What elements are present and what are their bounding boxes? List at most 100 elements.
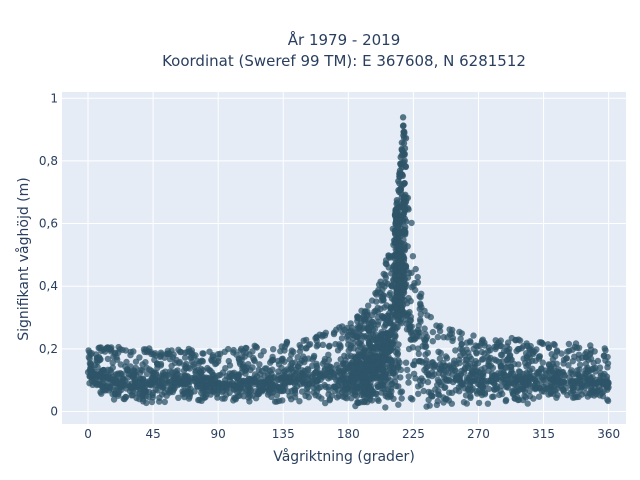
data-point <box>460 399 468 406</box>
data-point <box>364 311 371 318</box>
data-point <box>395 264 402 271</box>
data-point <box>110 386 118 394</box>
data-point <box>583 382 590 389</box>
data-point <box>305 367 312 374</box>
data-point <box>222 365 229 372</box>
data-point <box>97 356 104 363</box>
x-tick-label: 180 <box>337 427 360 441</box>
data-point <box>380 314 387 321</box>
data-point <box>315 384 322 392</box>
data-point <box>230 349 237 356</box>
data-point <box>315 393 322 400</box>
data-point <box>424 378 432 386</box>
data-point <box>382 320 390 327</box>
data-point <box>470 345 477 353</box>
data-point <box>338 335 346 342</box>
data-point <box>396 311 403 318</box>
data-point <box>152 377 159 384</box>
data-point <box>448 400 455 407</box>
data-point <box>316 331 323 338</box>
data-point <box>406 324 413 331</box>
data-point <box>226 389 233 396</box>
data-point <box>198 382 205 389</box>
data-point <box>96 344 103 351</box>
data-point <box>560 360 567 367</box>
data-point <box>306 341 314 348</box>
data-point <box>417 358 424 365</box>
data-point <box>313 376 320 384</box>
data-point <box>146 345 153 352</box>
data-point <box>110 353 117 360</box>
data-point <box>326 396 333 403</box>
data-point <box>524 400 531 407</box>
data-point <box>117 381 125 388</box>
data-point <box>401 241 408 248</box>
data-point <box>200 350 207 357</box>
data-point <box>457 382 464 389</box>
data-point <box>422 343 430 350</box>
data-point <box>272 385 280 392</box>
data-point <box>397 389 404 396</box>
data-point <box>348 374 355 381</box>
data-point <box>382 373 389 381</box>
data-point <box>335 392 343 399</box>
data-point <box>434 381 441 389</box>
data-point <box>345 336 352 344</box>
data-point <box>362 379 369 387</box>
data-point <box>108 369 115 376</box>
data-point <box>429 392 436 400</box>
data-point <box>395 272 402 279</box>
data-point <box>587 375 594 382</box>
data-point <box>354 399 362 406</box>
data-point <box>441 374 448 381</box>
data-point <box>225 357 232 365</box>
data-point <box>330 330 338 338</box>
data-point <box>321 365 329 373</box>
data-point <box>251 376 259 384</box>
data-point <box>168 362 175 370</box>
data-point <box>296 398 303 405</box>
data-point <box>186 348 193 355</box>
data-point <box>374 396 381 403</box>
data-point <box>523 354 530 362</box>
data-point <box>284 378 291 386</box>
data-point <box>408 269 415 276</box>
data-point <box>414 345 422 352</box>
data-point <box>270 346 277 353</box>
data-point <box>402 224 409 231</box>
data-point <box>436 355 444 362</box>
data-point <box>335 367 342 374</box>
data-point <box>390 370 397 377</box>
data-point <box>526 393 534 400</box>
data-point <box>379 330 387 338</box>
data-point <box>492 385 500 392</box>
data-point <box>417 381 424 389</box>
x-tick-labels: 0 45 90 135 180 225 270 315 360 <box>84 427 620 441</box>
data-point <box>373 298 380 305</box>
data-point <box>414 279 422 286</box>
data-point <box>121 377 129 384</box>
x-tick-label: 315 <box>532 427 555 441</box>
data-point <box>269 356 276 364</box>
data-point <box>479 355 487 363</box>
data-point <box>122 347 130 354</box>
data-point <box>409 253 417 260</box>
data-point <box>382 257 390 264</box>
data-point <box>406 317 414 324</box>
data-point <box>452 347 459 354</box>
data-point <box>604 380 612 388</box>
data-point <box>435 387 442 395</box>
data-point <box>434 376 442 383</box>
data-point <box>405 379 412 386</box>
data-point <box>190 353 198 360</box>
data-point <box>497 362 504 369</box>
data-point <box>356 343 364 350</box>
y-tick-label: 1 <box>50 91 58 105</box>
data-point <box>341 394 349 401</box>
data-point <box>242 370 249 377</box>
data-point <box>448 366 456 373</box>
data-point <box>281 358 288 365</box>
data-point <box>157 349 165 356</box>
data-point <box>353 356 360 364</box>
data-point <box>400 140 408 147</box>
